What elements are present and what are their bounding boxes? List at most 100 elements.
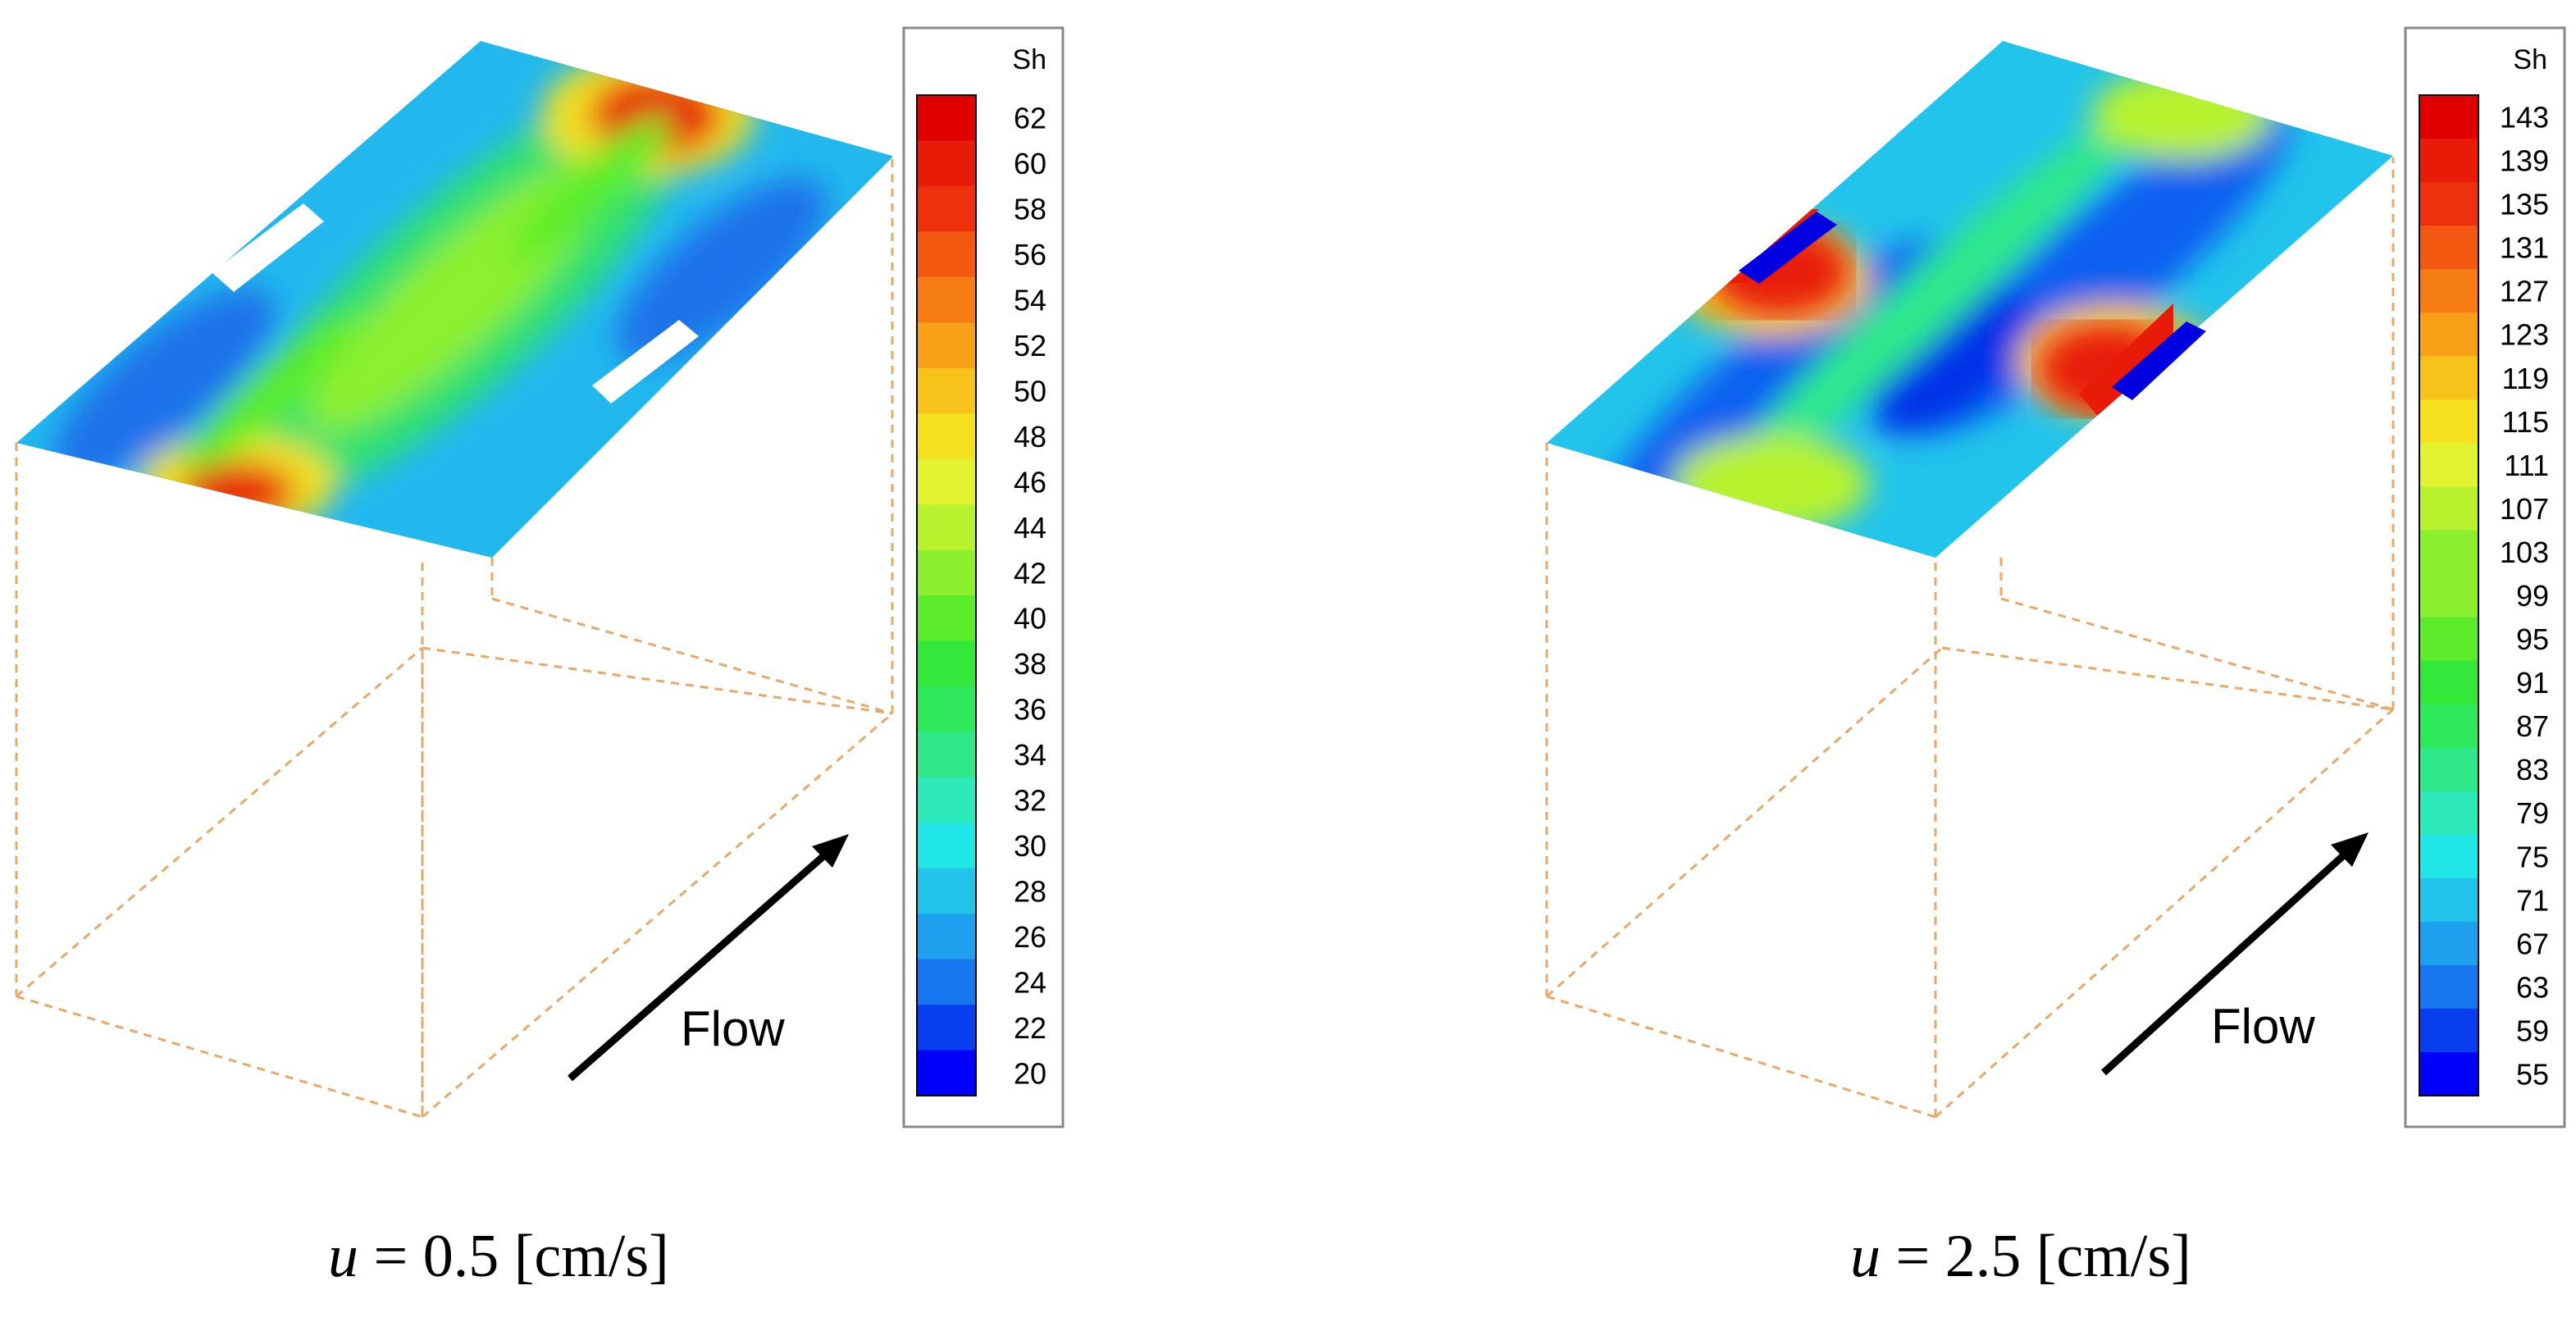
colorbar-title: Sh bbox=[2513, 44, 2547, 75]
colorbar-tick-label: 62 bbox=[1014, 102, 1046, 135]
colorbar-tick-label: 42 bbox=[1014, 556, 1046, 590]
colorbar-tick-label: 75 bbox=[2516, 840, 2549, 873]
colorbar-tick-label: 127 bbox=[2500, 275, 2549, 308]
colorbar-tick-label: 48 bbox=[1014, 420, 1046, 454]
colorbar-swatch bbox=[917, 914, 976, 960]
colorbar-tick-label: 40 bbox=[1014, 602, 1046, 636]
colorbar-tick-label: 50 bbox=[1014, 374, 1046, 408]
colorbar-tick-label: 58 bbox=[1014, 193, 1046, 226]
colorbar-tick-label: 34 bbox=[1014, 738, 1046, 772]
colorbar-swatch bbox=[917, 276, 976, 323]
colorbar-tick-label: 103 bbox=[2500, 536, 2549, 569]
colorbar-tick-label: 32 bbox=[1014, 784, 1046, 818]
colorbar-swatch bbox=[917, 595, 976, 642]
colorbar-swatch bbox=[2419, 226, 2478, 270]
inlet-notch bbox=[212, 203, 324, 292]
colorbar-swatch bbox=[2419, 704, 2478, 749]
colorbar-swatch bbox=[917, 959, 976, 1005]
caption-left: u = 0.5 [cm/s] bbox=[328, 1222, 669, 1292]
colorbar-swatch bbox=[917, 504, 976, 551]
colorbar-swatch bbox=[2419, 747, 2478, 792]
colorbar-tick-label: 139 bbox=[2500, 144, 2549, 178]
colorbar-tick-label: 87 bbox=[2516, 709, 2549, 743]
colorbar-tick-label: 36 bbox=[1014, 693, 1046, 727]
colorbar-swatch bbox=[2419, 834, 2478, 879]
colorbar-swatch bbox=[2419, 660, 2478, 705]
colorbar-swatch bbox=[2419, 1051, 2478, 1096]
panel-high-velocity: Flow Sh 143 139 135 131 127 123 119 115 111 107 10… bbox=[1545, 26, 2566, 1128]
colorbar-tick-label: 131 bbox=[2500, 231, 2549, 265]
panel-low-velocity: Flow Sh 62 60 58 56 54 52 50 48 46 44 42 40 38 36 34 32… bbox=[15, 26, 1065, 1128]
caption-variable: u bbox=[1850, 1223, 1881, 1290]
colorbar-outline bbox=[2419, 94, 2479, 1096]
colorbar-tick-label: 67 bbox=[2516, 927, 2549, 960]
caption-variable: u bbox=[328, 1223, 358, 1290]
colorbar-tick-label: 24 bbox=[1014, 965, 1046, 999]
colorbar-swatch bbox=[2419, 182, 2478, 226]
sherwood-contour-top-face bbox=[1547, 41, 2393, 558]
colorbar-tick-label: 119 bbox=[2502, 362, 2549, 395]
colorbar-swatch bbox=[917, 322, 976, 369]
flow-arrow bbox=[568, 834, 849, 1082]
colorbar-swatch bbox=[917, 185, 976, 232]
colorbar-tick-label: 30 bbox=[1014, 829, 1046, 863]
colorbar-swatch bbox=[2419, 573, 2478, 618]
colorbar-swatch bbox=[2419, 1008, 2478, 1053]
colorbar-swatch bbox=[2419, 530, 2478, 575]
colorbar-tick-label: 60 bbox=[1014, 147, 1046, 180]
colorbar-swatch bbox=[917, 367, 976, 414]
colorbar-tick-label: 46 bbox=[1014, 465, 1046, 499]
colorbar: Sh 62 60 58 56 54 52 50 48 46 44 42 40 38 36 34 32 30 28 2… bbox=[902, 26, 1065, 1128]
colorbar-tick-label: 83 bbox=[2516, 753, 2549, 786]
colorbar-tick-label: 56 bbox=[1014, 238, 1046, 271]
colorbar-swatch bbox=[917, 732, 976, 778]
colorbar-tick-label: 79 bbox=[2516, 796, 2549, 830]
colorbar-swatch bbox=[917, 549, 976, 596]
colorbar-swatch bbox=[2419, 964, 2478, 1010]
sherwood-contour-top-face bbox=[16, 41, 892, 558]
colorbar-swatch bbox=[917, 1005, 976, 1051]
colorbar-swatch bbox=[2419, 443, 2478, 487]
colorbar-swatch bbox=[2419, 312, 2478, 357]
colorbar-swatch bbox=[917, 1050, 976, 1096]
outlet-dead-zone bbox=[2112, 321, 2206, 400]
colorbar-swatch bbox=[2419, 95, 2478, 139]
colorbar-tick-label: 135 bbox=[2500, 188, 2549, 221]
colorbar-swatch bbox=[917, 95, 976, 142]
box-wireframe bbox=[1545, 157, 2395, 1119]
colorbar-tick-label: 143 bbox=[2500, 101, 2549, 134]
colorbar-swatch bbox=[2419, 617, 2478, 662]
colorbar-swatch bbox=[917, 458, 976, 505]
colorbar-tick-label: 99 bbox=[2516, 579, 2549, 613]
colorbar-tick-label: 20 bbox=[1014, 1056, 1046, 1090]
colorbar-title: Sh bbox=[1012, 44, 1046, 75]
colorbar-swatch bbox=[2419, 399, 2478, 444]
colorbar-tick-label: 59 bbox=[2516, 1014, 2549, 1047]
colorbar-tick-label: 38 bbox=[1014, 647, 1046, 681]
colorbar-swatch bbox=[917, 823, 976, 869]
colorbar-swatch bbox=[917, 640, 976, 687]
box-wireframe bbox=[15, 157, 894, 1119]
colorbar-tick-label: 28 bbox=[1014, 874, 1046, 908]
colorbar-swatch bbox=[2419, 139, 2478, 183]
colorbar-tick-label: 115 bbox=[2502, 405, 2549, 439]
colorbar-swatch bbox=[917, 868, 976, 914]
inlet-dead-zone bbox=[1739, 212, 1837, 284]
colorbar-tick-label: 95 bbox=[2516, 622, 2549, 656]
colorbar-tick-label: 71 bbox=[2516, 883, 2549, 917]
colorbar-tick-label: 111 bbox=[2504, 449, 2549, 482]
colorbar-tick-label: 91 bbox=[2516, 666, 2549, 700]
flow-label: Flow bbox=[681, 1001, 785, 1056]
caption-right: u = 2.5 [cm/s] bbox=[1850, 1222, 2191, 1292]
outlet-notch bbox=[592, 320, 699, 403]
colorbar-swatch bbox=[2419, 791, 2478, 836]
flow-arrow bbox=[2100, 832, 2369, 1076]
colorbar-swatch bbox=[2419, 921, 2478, 966]
colorbar-swatch bbox=[2419, 878, 2478, 923]
colorbar-tick-label: 63 bbox=[2516, 970, 2549, 1004]
colorbar-tick-label: 55 bbox=[2516, 1057, 2549, 1091]
colorbar-swatch bbox=[917, 231, 976, 278]
colorbar-tick-label: 123 bbox=[2500, 318, 2549, 352]
colorbar-swatch bbox=[917, 777, 976, 823]
